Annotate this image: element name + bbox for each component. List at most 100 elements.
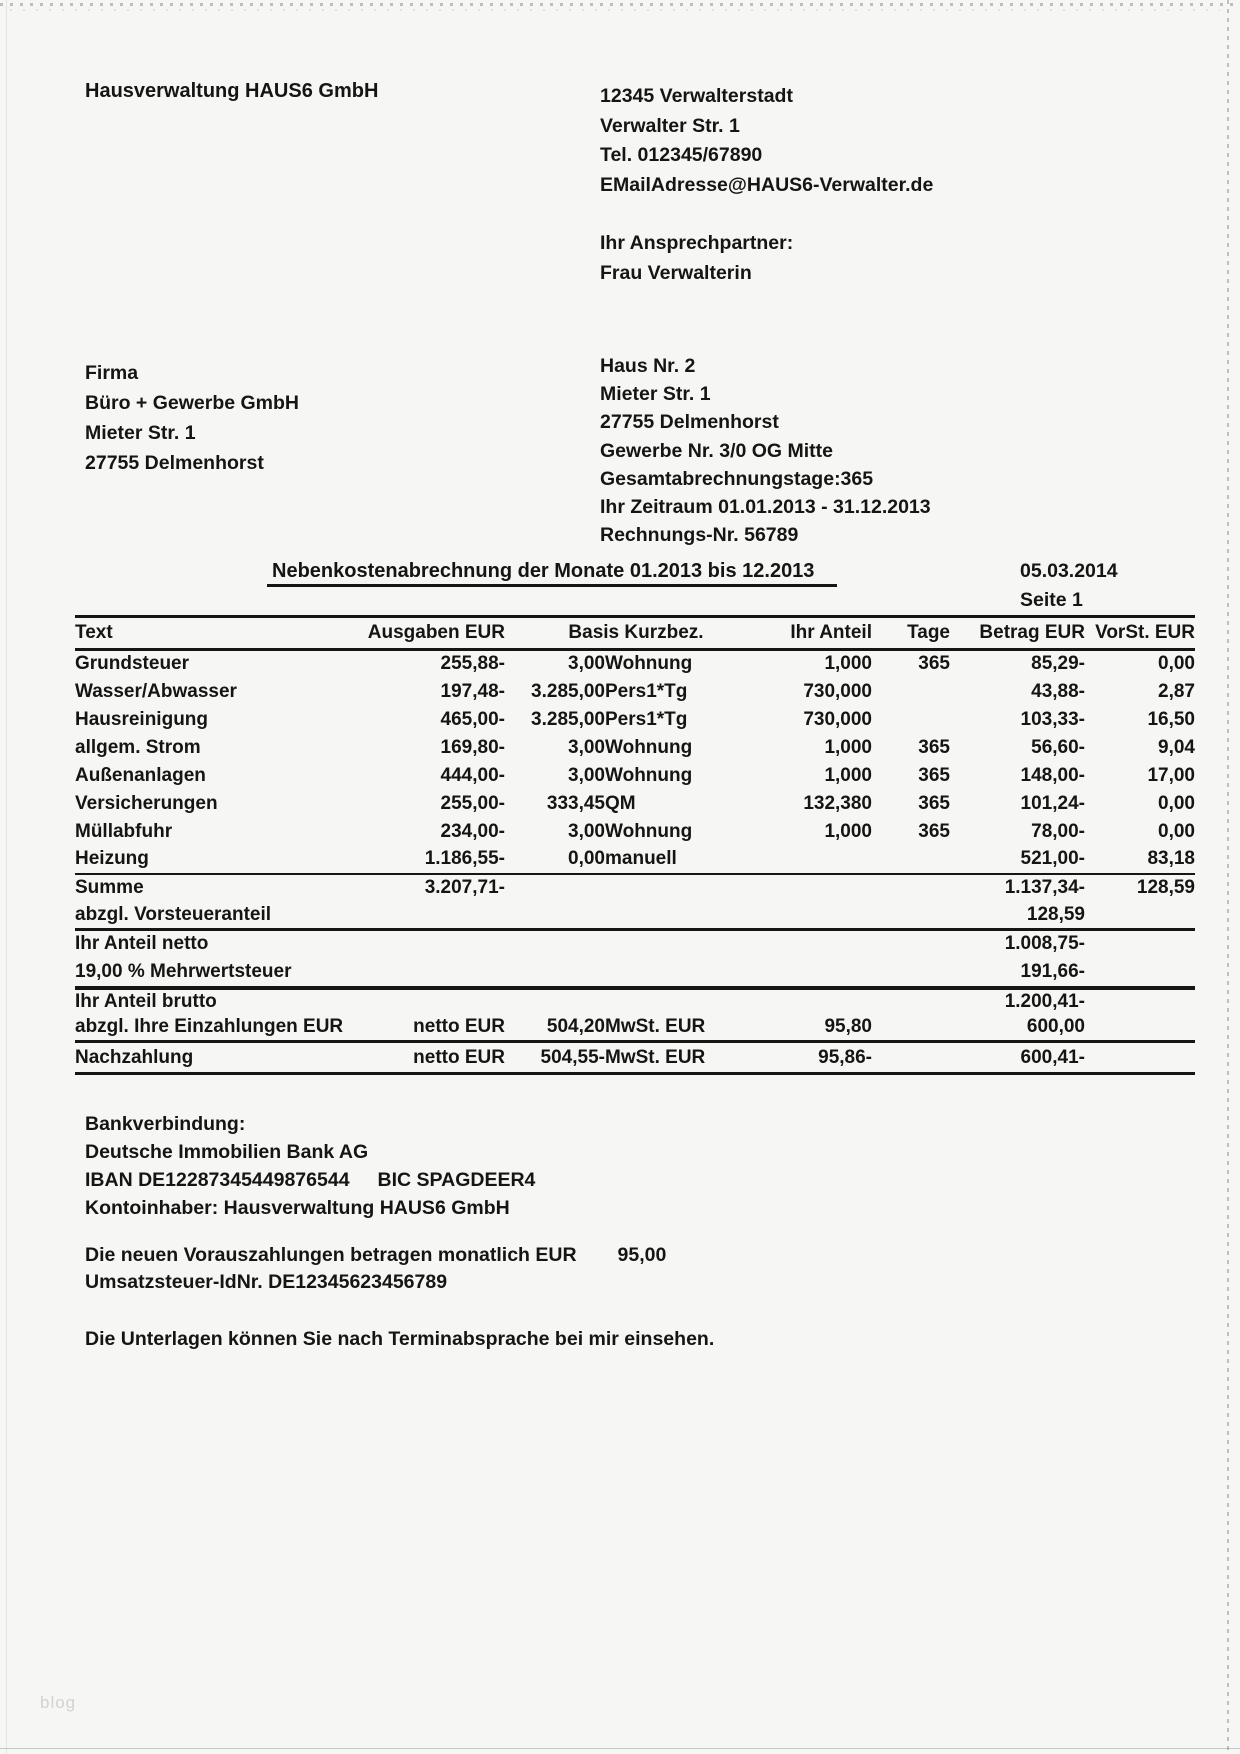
advance-payment-label: Die neuen Vorauszahlungen betragen monat… bbox=[85, 1244, 577, 1266]
cell-vorst: 83,18 bbox=[1147, 848, 1195, 869]
cell-kurzbez: Wohnung bbox=[605, 736, 693, 758]
cell-vorst: 17,00 bbox=[1147, 764, 1195, 786]
cell-anteil: 730,000 bbox=[803, 708, 872, 730]
cell-anteil: 1,000 bbox=[824, 653, 872, 675]
cell-betrag: 128,59 bbox=[1026, 903, 1085, 925]
sender-address-line: Verwalter Str. 1 bbox=[600, 114, 740, 137]
contact-label: Ihr Ansprechpartner: bbox=[600, 232, 794, 254]
cell-vorst: 9,04 bbox=[1158, 736, 1195, 758]
cell-text: Nachzahlung bbox=[75, 1046, 194, 1068]
bank-account-holder: Kontoinhaber: Hausverwaltung HAUS6 GmbH bbox=[85, 1197, 510, 1219]
cell-text: 19,00 % Mehrwertsteuer bbox=[75, 960, 292, 982]
scan-noise-right-edge bbox=[1227, 0, 1229, 1754]
header-betrag: Betrag EUR bbox=[979, 622, 1085, 643]
cell-basis: 3,00 bbox=[568, 764, 605, 786]
cell-text: abzgl. Ihre Einzahlungen EUR bbox=[75, 1015, 344, 1037]
cell-anteil: 730,000 bbox=[803, 680, 872, 702]
cell-text: Summe bbox=[75, 877, 144, 898]
cell-basis bbox=[505, 958, 605, 988]
bank-iban-bic-line: IBAN DE12287345449876544 BIC SPAGDEER4 bbox=[85, 1166, 535, 1194]
cell-anteil: 1,000 bbox=[824, 764, 872, 786]
cell-anteil: 1,000 bbox=[824, 820, 872, 842]
cell-betrag: 600,41- bbox=[1020, 1046, 1085, 1068]
cell-kurzbez bbox=[605, 958, 767, 988]
property-line: Ihr Zeitraum 01.01.2013 - 31.12.2013 bbox=[600, 496, 931, 519]
header-text: Text bbox=[75, 622, 113, 643]
cell-betrag: 1.137,34- bbox=[1004, 877, 1085, 898]
cell-kurzbez: Pers1*Tg bbox=[605, 680, 688, 702]
cell-tage: 365 bbox=[918, 792, 950, 814]
cell-text: Versicherungen bbox=[75, 792, 218, 814]
cell-basis: 3.285,00 bbox=[531, 680, 605, 702]
cell-tage: 365 bbox=[918, 653, 950, 675]
cell-text: Müllabfuhr bbox=[75, 820, 173, 842]
cell-kurzbez bbox=[605, 874, 767, 902]
property-line: 27755 Delmenhorst bbox=[600, 411, 779, 434]
cell-basis: 3.285,00 bbox=[531, 708, 605, 730]
cell-tage bbox=[872, 706, 950, 734]
title-underline bbox=[267, 584, 837, 587]
cell-tage bbox=[872, 988, 950, 1014]
recipient-line: Firma bbox=[85, 362, 139, 384]
cell-vorst: 0,00 bbox=[1158, 792, 1195, 814]
cell-tage: 365 bbox=[918, 736, 950, 758]
recipient-line: 27755 Delmenhorst bbox=[85, 452, 264, 474]
cell-basis: 3,00 bbox=[568, 820, 605, 842]
cell-anteil: 95,80 bbox=[824, 1015, 872, 1037]
sender-address-block: 12345 Verwalterstadt Verwalter Str. 1 Te… bbox=[600, 82, 933, 200]
watermark: blog bbox=[40, 1693, 77, 1712]
cell-ausgaben bbox=[325, 930, 505, 958]
cell-kurzbez bbox=[605, 930, 767, 958]
summary-row-vorsteueranteil: abzgl. Vorsteueranteil 128,59 bbox=[75, 902, 1195, 930]
advance-payment-value: 95,00 bbox=[617, 1244, 667, 1266]
table-row: Hausreinigung 465,00- 3.285,00 Pers1*Tg … bbox=[75, 706, 1195, 734]
contact-name: Frau Verwalterin bbox=[600, 261, 752, 284]
cell-text: Grundsteuer bbox=[75, 653, 190, 675]
cell-text: Wasser/Abwasser bbox=[75, 680, 237, 702]
bank-bic: BIC SPAGDEER4 bbox=[377, 1169, 536, 1191]
cell-ausgaben: netto EUR bbox=[413, 1015, 505, 1037]
cell-text: Außenanlagen bbox=[75, 764, 206, 786]
sender-email: EMailAdresse@HAUS6-Verwalter.de bbox=[600, 173, 934, 196]
cell-anteil: 132,380 bbox=[803, 792, 872, 814]
cell-vorst bbox=[1085, 988, 1195, 1014]
sender-company-name: Hausverwaltung HAUS6 GmbH bbox=[85, 80, 379, 102]
cell-ausgaben: 169,80- bbox=[440, 736, 505, 758]
table-row: allgem. Strom 169,80- 3,00 Wohnung 1,000… bbox=[75, 734, 1195, 762]
cell-ausgaben: 197,48- bbox=[440, 680, 505, 702]
property-line: Mieter Str. 1 bbox=[600, 383, 711, 406]
cost-table: Text Ausgaben EUR Basis Kurzbez. Ihr Ant… bbox=[75, 615, 1195, 1075]
cell-ausgaben: 234,00- bbox=[440, 820, 505, 842]
cell-kurzbez: Wohnung bbox=[605, 764, 693, 786]
cell-basis bbox=[505, 902, 605, 930]
cell-tage bbox=[872, 874, 950, 902]
cell-tage bbox=[872, 1042, 950, 1074]
cell-tage: 365 bbox=[918, 764, 950, 786]
table-row: Grundsteuer 255,88- 3,00 Wohnung 1,000 3… bbox=[75, 650, 1195, 678]
cell-betrag: 148,00- bbox=[1020, 764, 1085, 786]
statement-title: Nebenkostenabrechnung der Monate 01.2013… bbox=[272, 560, 815, 582]
cell-anteil bbox=[767, 930, 872, 958]
cell-anteil bbox=[767, 988, 872, 1014]
table-row: Versicherungen 255,00- 333,45 QM 132,380… bbox=[75, 790, 1195, 818]
cell-ausgaben: 3.207,71- bbox=[424, 877, 505, 898]
cell-vorst: 2,87 bbox=[1158, 680, 1195, 702]
cell-kurzbez: MwSt. EUR bbox=[605, 1046, 706, 1068]
summary-row-anteil-brutto: Ihr Anteil brutto 1.200,41- bbox=[75, 988, 1195, 1014]
cell-vorst bbox=[1085, 930, 1195, 958]
sender-address-line: Tel. 012345/67890 bbox=[600, 144, 763, 166]
property-line: Rechnungs-Nr. 56789 bbox=[600, 524, 799, 547]
cell-kurzbez: MwSt. EUR bbox=[605, 1015, 706, 1037]
cell-text: Heizung bbox=[75, 848, 149, 869]
cell-betrag: 85,29- bbox=[1031, 653, 1085, 675]
cell-betrag: 521,00- bbox=[1020, 848, 1085, 869]
cell-vorst: 128,59 bbox=[1136, 877, 1195, 898]
cell-ausgaben: 255,00- bbox=[440, 792, 505, 814]
summary-row-summe: Summe 3.207,71- 1.137,34- 128,59 bbox=[75, 874, 1195, 902]
scan-noise-left-edge bbox=[6, 0, 7, 1754]
cell-basis: 0,00 bbox=[568, 848, 605, 869]
cell-basis bbox=[505, 988, 605, 1014]
summary-row-nachzahlung: Nachzahlung netto EUR 504,55- MwSt. EUR … bbox=[75, 1042, 1195, 1074]
cell-kurzbez: manuell bbox=[605, 848, 677, 869]
cell-vorst: 0,00 bbox=[1158, 820, 1195, 842]
